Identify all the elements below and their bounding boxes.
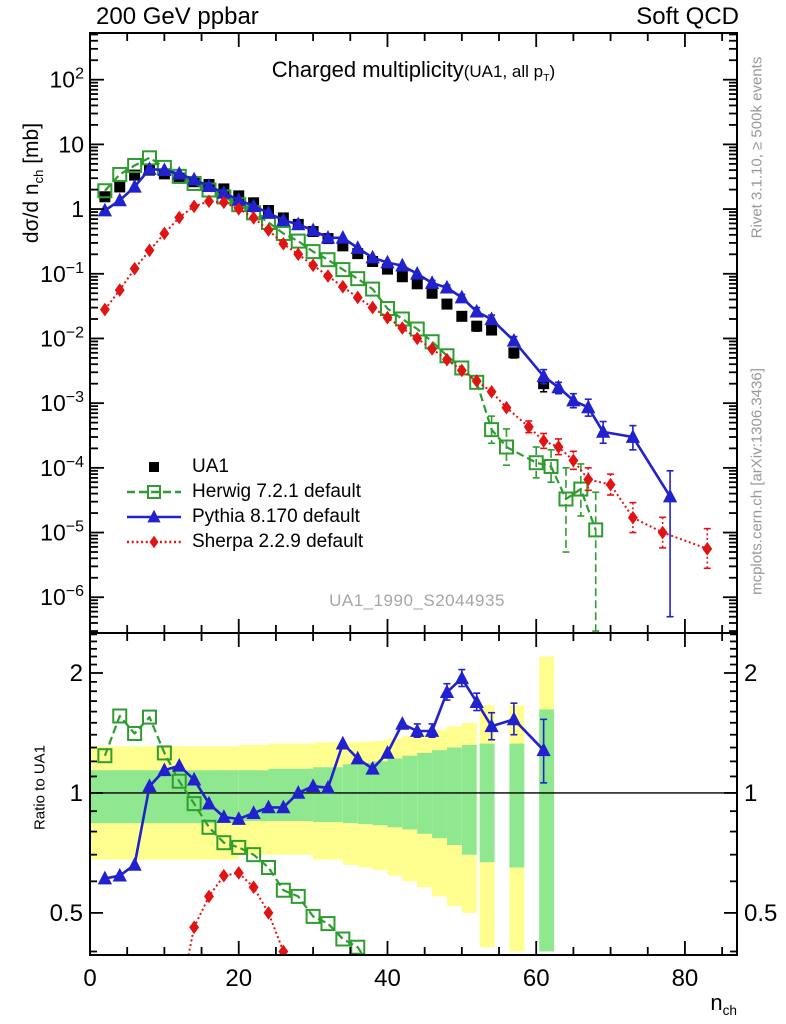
plot-title-note: (UA1, all pT) xyxy=(463,62,556,84)
svg-text:10: 10 xyxy=(58,131,84,157)
svg-text:10−3: 10−3 xyxy=(40,389,84,416)
x-axis-label: nch xyxy=(710,990,737,1018)
legend-item-pythia: Pythia 8.170 default xyxy=(126,504,363,529)
pythia-marker-icon xyxy=(126,507,182,527)
y-axis-label-ratio: Ratio to UA1 xyxy=(31,744,49,831)
analysis-id-watermark: UA1_1990_S2044935 xyxy=(329,591,505,610)
plot-title: Charged multiplicity(UA1, all pT) xyxy=(90,57,737,84)
legend-item-herwig: Herwig 7.2.1 default xyxy=(126,479,363,504)
side-note-mcplots: mcplots.cern.ch [arXiv:1306.3436] xyxy=(748,368,766,595)
svg-text:1: 1 xyxy=(744,780,757,807)
plot-title-main: Charged multiplicity xyxy=(271,57,464,82)
svg-text:10−6: 10−6 xyxy=(40,583,84,610)
svg-text:2: 2 xyxy=(744,660,757,687)
legend-item-sherpa: Sherpa 2.2.9 default xyxy=(126,529,363,554)
header-process-group: Soft QCD xyxy=(636,3,739,30)
herwig-marker-icon xyxy=(126,482,182,502)
svg-text:80: 80 xyxy=(672,965,699,992)
svg-text:60: 60 xyxy=(523,965,550,992)
svg-text:0.5: 0.5 xyxy=(50,900,83,927)
y-axis-label-main: dσ/d nch [mb] xyxy=(20,122,46,244)
svg-text:10−1: 10−1 xyxy=(40,260,84,287)
svg-text:1: 1 xyxy=(71,196,84,222)
header-beam-energy: 200 GeV ppbar xyxy=(96,3,259,30)
svg-text:0: 0 xyxy=(83,965,96,992)
svg-text:20: 20 xyxy=(225,965,252,992)
svg-text:0.5: 0.5 xyxy=(744,900,777,927)
svg-text:10−5: 10−5 xyxy=(40,519,84,546)
ua1-marker-icon xyxy=(126,457,182,477)
svg-text:1: 1 xyxy=(70,780,83,807)
svg-text:10−4: 10−4 xyxy=(40,454,84,481)
legend-item-ua1: UA1 xyxy=(126,454,363,479)
svg-text:102: 102 xyxy=(50,66,85,93)
legend: UA1 Herwig 7.2.1 default Pythia 8.170 de… xyxy=(126,454,363,554)
sherpa-marker-icon xyxy=(126,532,182,552)
svg-text:10−2: 10−2 xyxy=(40,324,84,351)
svg-text:40: 40 xyxy=(374,965,401,992)
svg-text:2: 2 xyxy=(70,660,83,687)
